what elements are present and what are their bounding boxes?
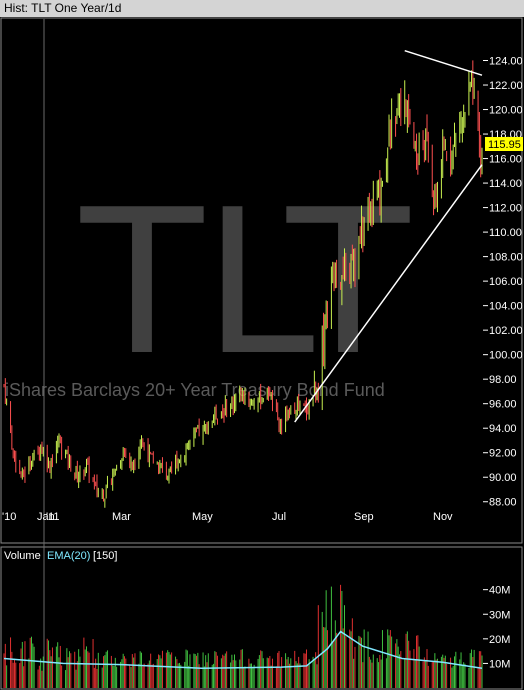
volume-tick-label: 30M	[489, 609, 510, 621]
price-tick-label: 96.00	[489, 399, 517, 411]
price-tick-label: 90.00	[489, 472, 517, 484]
date-tick-label: '10	[2, 511, 16, 523]
last-price-label: 115.95	[488, 139, 521, 151]
date-tick-label: '11	[46, 511, 60, 523]
price-tick-label: 104.00	[489, 301, 523, 313]
symbol-watermark: TLT	[80, 167, 410, 400]
date-tick-label: Sep	[354, 511, 374, 523]
price-tick-label: 112.00	[489, 203, 522, 215]
price-tick-label: 122.00	[489, 80, 523, 92]
volume-tick-label: 20M	[489, 634, 510, 646]
date-tick-label: May	[192, 511, 213, 523]
price-tick-label: 94.00	[489, 423, 517, 435]
price-tick-label: 92.00	[489, 448, 517, 460]
ema-legend-label: EMA(20)	[47, 550, 90, 562]
volume-tick-label: 40M	[489, 585, 510, 597]
price-tick-label: 100.00	[489, 350, 523, 362]
price-tick-label: 102.00	[489, 325, 523, 337]
price-tick-label: 88.00	[489, 497, 517, 509]
volume-legend-label: Volume	[4, 550, 41, 562]
price-tick-label: 120.00	[489, 105, 523, 117]
volume-tick-label: 10M	[489, 658, 510, 670]
fund-name-watermark: iShares Barclays 20+ Year Treasury Bond …	[5, 380, 385, 400]
price-tick-label: 98.00	[489, 374, 517, 386]
price-tick-label: 110.00	[489, 227, 522, 239]
date-tick-label: Jul	[272, 511, 286, 523]
period-legend-label: [150]	[93, 550, 117, 562]
price-tick-label: 108.00	[489, 252, 523, 264]
price-tick-label: 124.00	[489, 56, 523, 68]
price-tick-label: 106.00	[489, 276, 523, 288]
price-tick-label: 114.00	[489, 178, 522, 190]
price-tick-label: 116.00	[489, 154, 522, 166]
date-tick-label: Nov	[433, 511, 453, 523]
date-tick-label: Mar	[112, 511, 131, 523]
